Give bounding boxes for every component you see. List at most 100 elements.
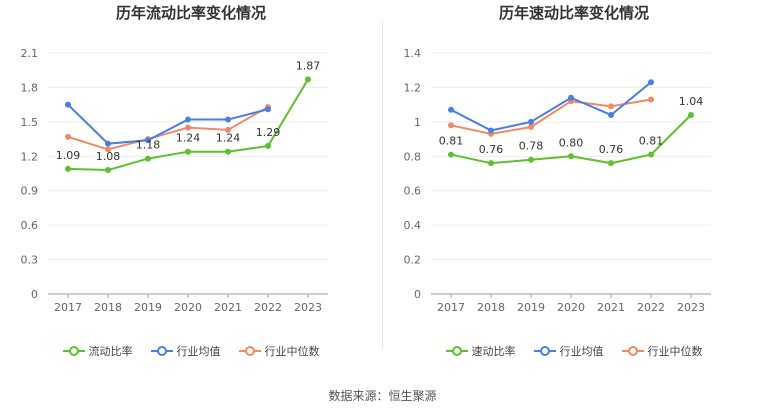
x-tick-label: 2017	[54, 301, 82, 314]
data-point	[608, 160, 614, 167]
data-point	[448, 151, 454, 158]
x-tick-label: 2019	[517, 301, 545, 314]
data-point	[648, 151, 654, 158]
data-point	[145, 155, 151, 162]
x-tick-label: 2020	[174, 301, 202, 314]
series-line	[450, 98, 652, 135]
data-point	[528, 124, 534, 131]
data-point	[105, 140, 111, 147]
quick-ratio-panel: 历年速动比率变化情况 0 0.2 0.4 0.6 0.8 1 1.2 1.4 2017 2018 2…	[383, 0, 765, 370]
data-point	[225, 116, 231, 123]
y-tick-label: 1	[414, 116, 421, 129]
chart-title: 历年速动比率变化情况	[498, 4, 649, 22]
y-tick-label: 2.1	[21, 47, 39, 60]
data-point	[528, 156, 534, 163]
data-label: 1.29	[256, 126, 281, 139]
y-tick-label: 0.4	[404, 219, 422, 232]
data-point	[265, 106, 271, 113]
legend-label: 流动比率	[88, 345, 133, 358]
data-point	[65, 165, 71, 172]
legend-label: 行业均值	[176, 345, 221, 358]
chart-legend: 流动比率 行业均值 行业中位数	[0, 343, 382, 359]
data-point	[448, 106, 454, 113]
data-label: 1.08	[96, 150, 121, 163]
y-tick-label: 0.3	[21, 254, 39, 267]
data-label: 1.09	[56, 149, 81, 162]
data-point	[305, 76, 311, 83]
legend-label: 行业中位数	[264, 345, 320, 358]
legend-line-icon	[62, 346, 85, 356]
data-label: 0.78	[519, 140, 544, 153]
x-tick-label: 2022	[637, 301, 665, 314]
x-tick-label: 2023	[294, 301, 322, 314]
series-line	[450, 81, 652, 132]
y-tick-label: 1.8	[21, 81, 39, 94]
legend-line-icon	[150, 346, 173, 356]
panel-divider	[382, 20, 383, 350]
x-tick-label: 2021	[597, 301, 625, 314]
legend-item[interactable]: 行业中位数	[621, 343, 703, 359]
data-source: 数据来源：恒生聚源	[328, 389, 437, 403]
data-label: 0.81	[639, 135, 664, 148]
x-tick-label: 2021	[214, 301, 242, 314]
legend-line-icon	[621, 346, 644, 356]
series-line	[67, 103, 269, 145]
y-tick-label: 0.6	[21, 219, 39, 232]
legend-label: 行业中位数	[647, 345, 703, 358]
data-point	[488, 127, 494, 134]
y-tick-label: 1.2	[21, 150, 39, 163]
legend-item[interactable]: 流动比率	[62, 343, 133, 359]
legend-item[interactable]: 速动比率	[445, 343, 516, 359]
data-point	[65, 101, 71, 108]
data-label: 0.76	[599, 143, 624, 156]
y-tick-label: 1.5	[21, 116, 39, 129]
data-point	[145, 137, 151, 144]
data-point	[568, 94, 574, 101]
current-ratio-panel: 历年流动比率变化情况 0 0.3 0.6 0.9 1.2 1.5 1.8 2.1 2017 201…	[0, 0, 382, 370]
x-tick-label: 2017	[437, 301, 465, 314]
data-label: 1.87	[296, 59, 321, 72]
data-point	[648, 79, 654, 86]
legend-item[interactable]: 行业中位数	[238, 343, 320, 359]
data-label: 0.76	[479, 143, 504, 156]
legend-item[interactable]: 行业均值	[150, 343, 221, 359]
data-label: 0.81	[439, 135, 464, 148]
data-point	[65, 133, 71, 140]
data-label: 0.80	[559, 136, 584, 149]
y-tick-label: 0.9	[21, 185, 39, 198]
legend-label: 行业均值	[559, 345, 604, 358]
data-point	[648, 96, 654, 103]
series-line	[67, 106, 269, 151]
data-point	[608, 111, 614, 118]
current-ratio-chart: 0 0.3 0.6 0.9 1.2 1.5 1.8 2.1 2017 2018 2019 2020 20…	[21, 47, 328, 314]
chart-legend: 速动比率 行业均值 行业中位数	[383, 343, 765, 359]
data-label: 1.24	[216, 132, 241, 145]
data-label: 1.24	[176, 132, 201, 145]
legend-line-icon	[533, 346, 556, 356]
data-point	[105, 167, 111, 174]
legend-item[interactable]: 行业均值	[533, 343, 604, 359]
x-tick-label: 2018	[477, 301, 505, 314]
x-tick-label: 2023	[677, 301, 705, 314]
data-point	[225, 148, 231, 155]
data-point	[185, 124, 191, 131]
legend-line-icon	[238, 346, 261, 356]
data-point	[568, 153, 574, 160]
data-point	[185, 148, 191, 155]
y-tick-label: 1.2	[404, 81, 422, 94]
y-tick-label: 0	[414, 288, 421, 301]
data-point	[488, 160, 494, 167]
y-tick-label: 0.8	[404, 150, 422, 163]
x-tick-label: 2020	[557, 301, 585, 314]
data-point	[448, 122, 454, 129]
y-tick-label: 1.4	[404, 47, 422, 60]
y-tick-label: 0.6	[404, 185, 422, 198]
data-label: 1.18	[136, 139, 161, 152]
data-point	[185, 116, 191, 123]
data-point	[105, 146, 111, 153]
data-point	[608, 103, 614, 110]
x-tick-label: 2022	[254, 301, 282, 314]
x-tick-label: 2018	[94, 301, 122, 314]
y-tick-label: 0	[31, 288, 38, 301]
